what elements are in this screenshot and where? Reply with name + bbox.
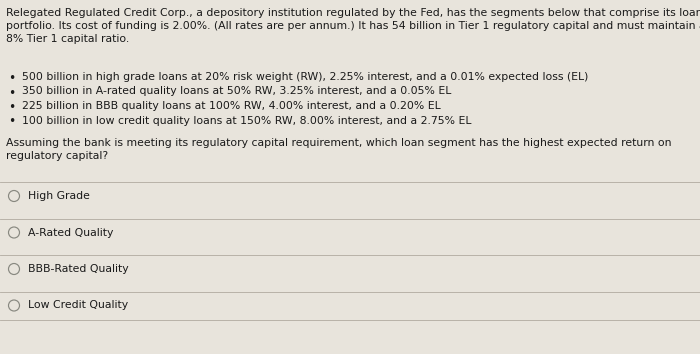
- Text: Relegated Regulated Credit Corp., a depository institution regulated by the Fed,: Relegated Regulated Credit Corp., a depo…: [6, 8, 700, 44]
- Text: A-Rated Quality: A-Rated Quality: [28, 228, 113, 238]
- Text: •: •: [8, 72, 15, 85]
- Text: 225 billion in BBB quality loans at 100% RW, 4.00% interest, and a 0.20% EL: 225 billion in BBB quality loans at 100%…: [22, 101, 441, 111]
- Text: BBB-Rated Quality: BBB-Rated Quality: [28, 264, 129, 274]
- Text: •: •: [8, 86, 15, 99]
- Text: 350 billion in A-rated quality loans at 50% RW, 3.25% interest, and a 0.05% EL: 350 billion in A-rated quality loans at …: [22, 86, 452, 97]
- Text: Assuming the bank is meeting its regulatory capital requirement, which loan segm: Assuming the bank is meeting its regulat…: [6, 138, 671, 161]
- Text: 100 billion in low credit quality loans at 150% RW, 8.00% interest, and a 2.75% : 100 billion in low credit quality loans …: [22, 115, 472, 126]
- Text: •: •: [8, 115, 15, 129]
- Text: Low Credit Quality: Low Credit Quality: [28, 301, 128, 310]
- Text: 500 billion in high grade loans at 20% risk weight (RW), 2.25% interest, and a 0: 500 billion in high grade loans at 20% r…: [22, 72, 589, 82]
- Text: High Grade: High Grade: [28, 191, 90, 201]
- Text: •: •: [8, 101, 15, 114]
